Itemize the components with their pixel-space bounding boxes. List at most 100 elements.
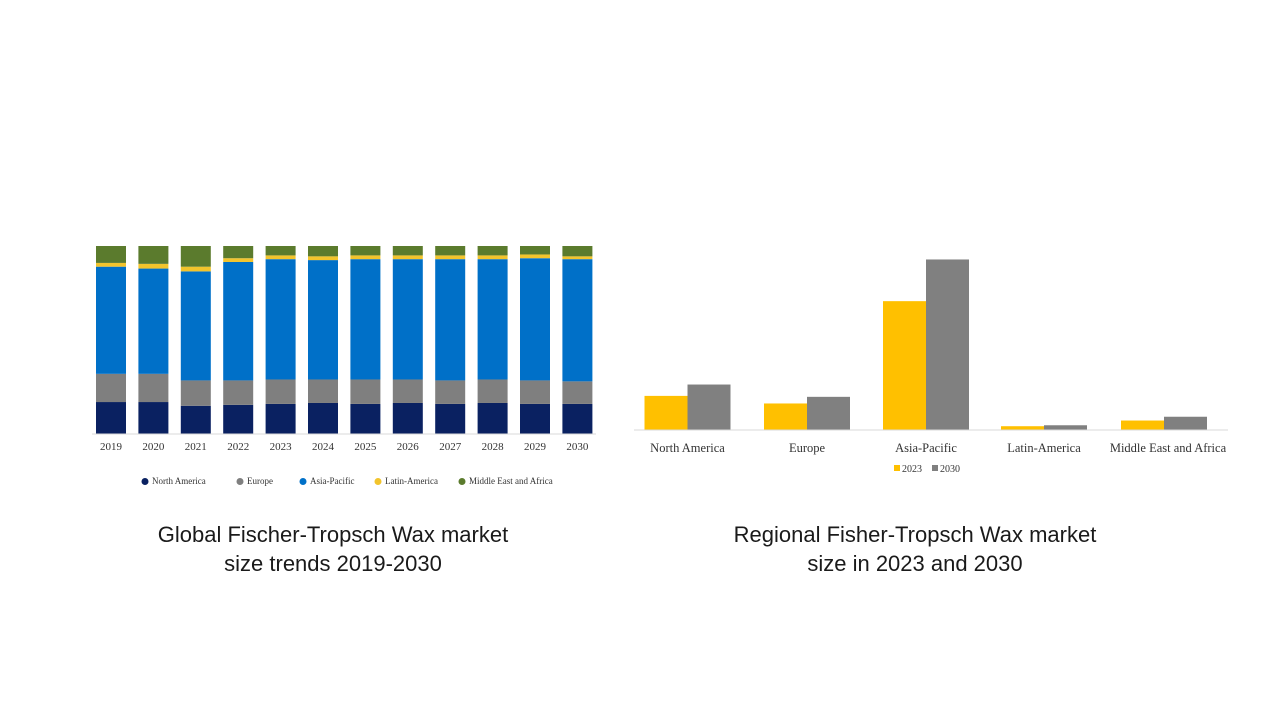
bar-middle-east-and-africa-2030 [1164,416,1207,430]
bar-2023-middle-east-and-africa [265,246,296,256]
chart2-x-tick-labels: North America Europe Asia-Pacific Latin-Ame… [650,441,1226,455]
bar-2022-europe [223,380,254,405]
bar-2025-europe [350,379,381,404]
bar-2020-north-america [138,402,169,434]
legend-label-2023: 2023 [902,464,922,475]
bar-2020-asia-pacific [138,268,169,374]
bar-europe-2023 [764,403,807,430]
bar-2026-middle-east-and-africa [392,246,423,256]
bar-2027-asia-pacific [435,259,466,381]
bar-2025-middle-east-and-africa [350,246,381,256]
bar-2019-europe [96,373,126,403]
bar-2030-latin-america [562,256,593,260]
chart2-bars [644,259,1207,430]
x-tick-2021: 2021 [185,441,207,453]
x-tick-asia-pacific: Asia-Pacific [895,441,957,455]
bar-2020-middle-east-and-africa [138,246,169,264]
bar-2021-middle-east-and-africa [180,246,211,267]
chart1-caption-line1: Global Fischer-Tropsch Wax market [157,522,509,547]
bar-2023-north-america [265,403,296,434]
x-tick-2029: 2029 [524,441,547,453]
bar-north-america-2030 [687,384,731,430]
legend-swatch-latin-america [374,478,382,485]
bar-2021-asia-pacific [180,271,211,381]
bar-2030-asia-pacific [562,259,593,382]
chart1-caption: Global Fischer-Tropsch Wax market size t… [92,520,574,578]
bar-2029-europe [520,380,550,404]
legend-swatch-north-america [141,478,149,485]
chart2-caption-line1: Regional Fisher-Tropsch Wax market [733,522,1097,547]
chart1-legend: North America Europe Asia-Pacific Latin-Ame… [141,476,553,486]
legend-swatch-middle-east-and-africa [458,478,466,485]
legend-label-2030: 2030 [940,464,960,475]
bar-2026-north-america [392,402,423,434]
bar-north-america-2023 [644,395,688,430]
bar-2023-europe [265,379,296,404]
chart1-x-tick-labels: 2019 2020 2021 2022 2023 2024 2025 2026 2027 2028… [100,441,589,453]
x-tick-2025: 2025 [354,441,377,453]
chart1-bars [96,246,593,434]
legend-label-north-america: North America [152,476,206,486]
bar-2029-latin-america [520,254,550,259]
legend-label-asia-pacific: Asia-Pacific [310,476,354,486]
bar-2024-asia-pacific [308,260,338,380]
bar-2022-asia-pacific [223,261,254,381]
legend-item-europe: Europe [236,476,273,486]
bar-2028-latin-america [477,255,508,260]
bar-2023-latin-america [265,255,296,260]
x-tick-north-america: North America [650,441,725,455]
bar-2025-asia-pacific [350,259,381,380]
bar-2022-latin-america [223,258,254,262]
bar-2027-latin-america [435,255,466,260]
legend-item-north-america: North America [141,476,206,486]
bar-2026-latin-america [392,255,423,260]
bar-latin-america-2030 [1044,425,1087,430]
legend-swatch-asia-pacific [299,478,307,485]
chart2-caption: Regional Fisher-Tropsch Wax market size … [665,520,1165,578]
x-tick-2019: 2019 [100,441,123,453]
bar-2028-middle-east-and-africa [477,246,508,256]
bar-2020-latin-america [138,263,169,269]
bar-2028-europe [477,379,508,403]
bar-2024-europe [308,379,338,403]
bar-2030-north-america [562,403,593,434]
x-tick-2023: 2023 [270,441,293,453]
x-tick-2020: 2020 [142,441,165,453]
x-tick-2027: 2027 [439,441,462,453]
bar-2019-asia-pacific [96,266,126,374]
bar-latin-america-2023 [1001,426,1044,430]
bar-2029-asia-pacific [520,258,550,381]
bar-europe-2030 [807,396,850,430]
x-tick-middle-east-and-africa: Middle East and Africa [1110,441,1227,455]
chart1-caption-line2: size trends 2019-2030 [224,551,442,576]
bar-2030-middle-east-and-africa [562,246,593,257]
chart2-legend: 2023 2030 [894,464,960,475]
bar-2029-north-america [520,403,550,434]
x-tick-latin-america: Latin-America [1007,441,1081,455]
legend-swatch-2030 [932,465,938,471]
bar-2030-europe [562,381,593,404]
stacked-bar-chart-global: 2019 2020 2021 2022 2023 2024 2025 2026 2027 2028… [92,246,596,486]
bar-asia-pacific-2023 [883,301,926,430]
bar-2027-europe [435,380,466,404]
bar-2025-latin-america [350,255,381,260]
bar-2026-europe [392,379,423,403]
bar-2024-latin-america [308,256,338,261]
legend-label-europe: Europe [247,476,273,486]
bar-2027-middle-east-and-africa [435,246,466,256]
bar-2019-latin-america [96,262,126,267]
x-tick-2026: 2026 [397,441,420,453]
bar-2024-middle-east-and-africa [308,246,338,257]
bar-2020-europe [138,373,169,403]
bar-2025-north-america [350,403,381,434]
bar-2027-north-america [435,403,466,434]
legend-item-2023: 2023 [894,464,922,475]
x-tick-2030: 2030 [566,441,589,453]
chart2-caption-line2: size in 2023 and 2030 [807,551,1023,576]
legend-item-middle-east-and-africa: Middle East and Africa [458,476,553,486]
bar-middle-east-and-africa-2023 [1121,420,1164,430]
grouped-bar-chart-regional: North America Europe Asia-Pacific Latin-Ame… [634,259,1228,475]
bar-2024-north-america [308,402,338,434]
bar-2029-middle-east-and-africa [520,246,550,255]
legend-swatch-2023 [894,465,900,471]
